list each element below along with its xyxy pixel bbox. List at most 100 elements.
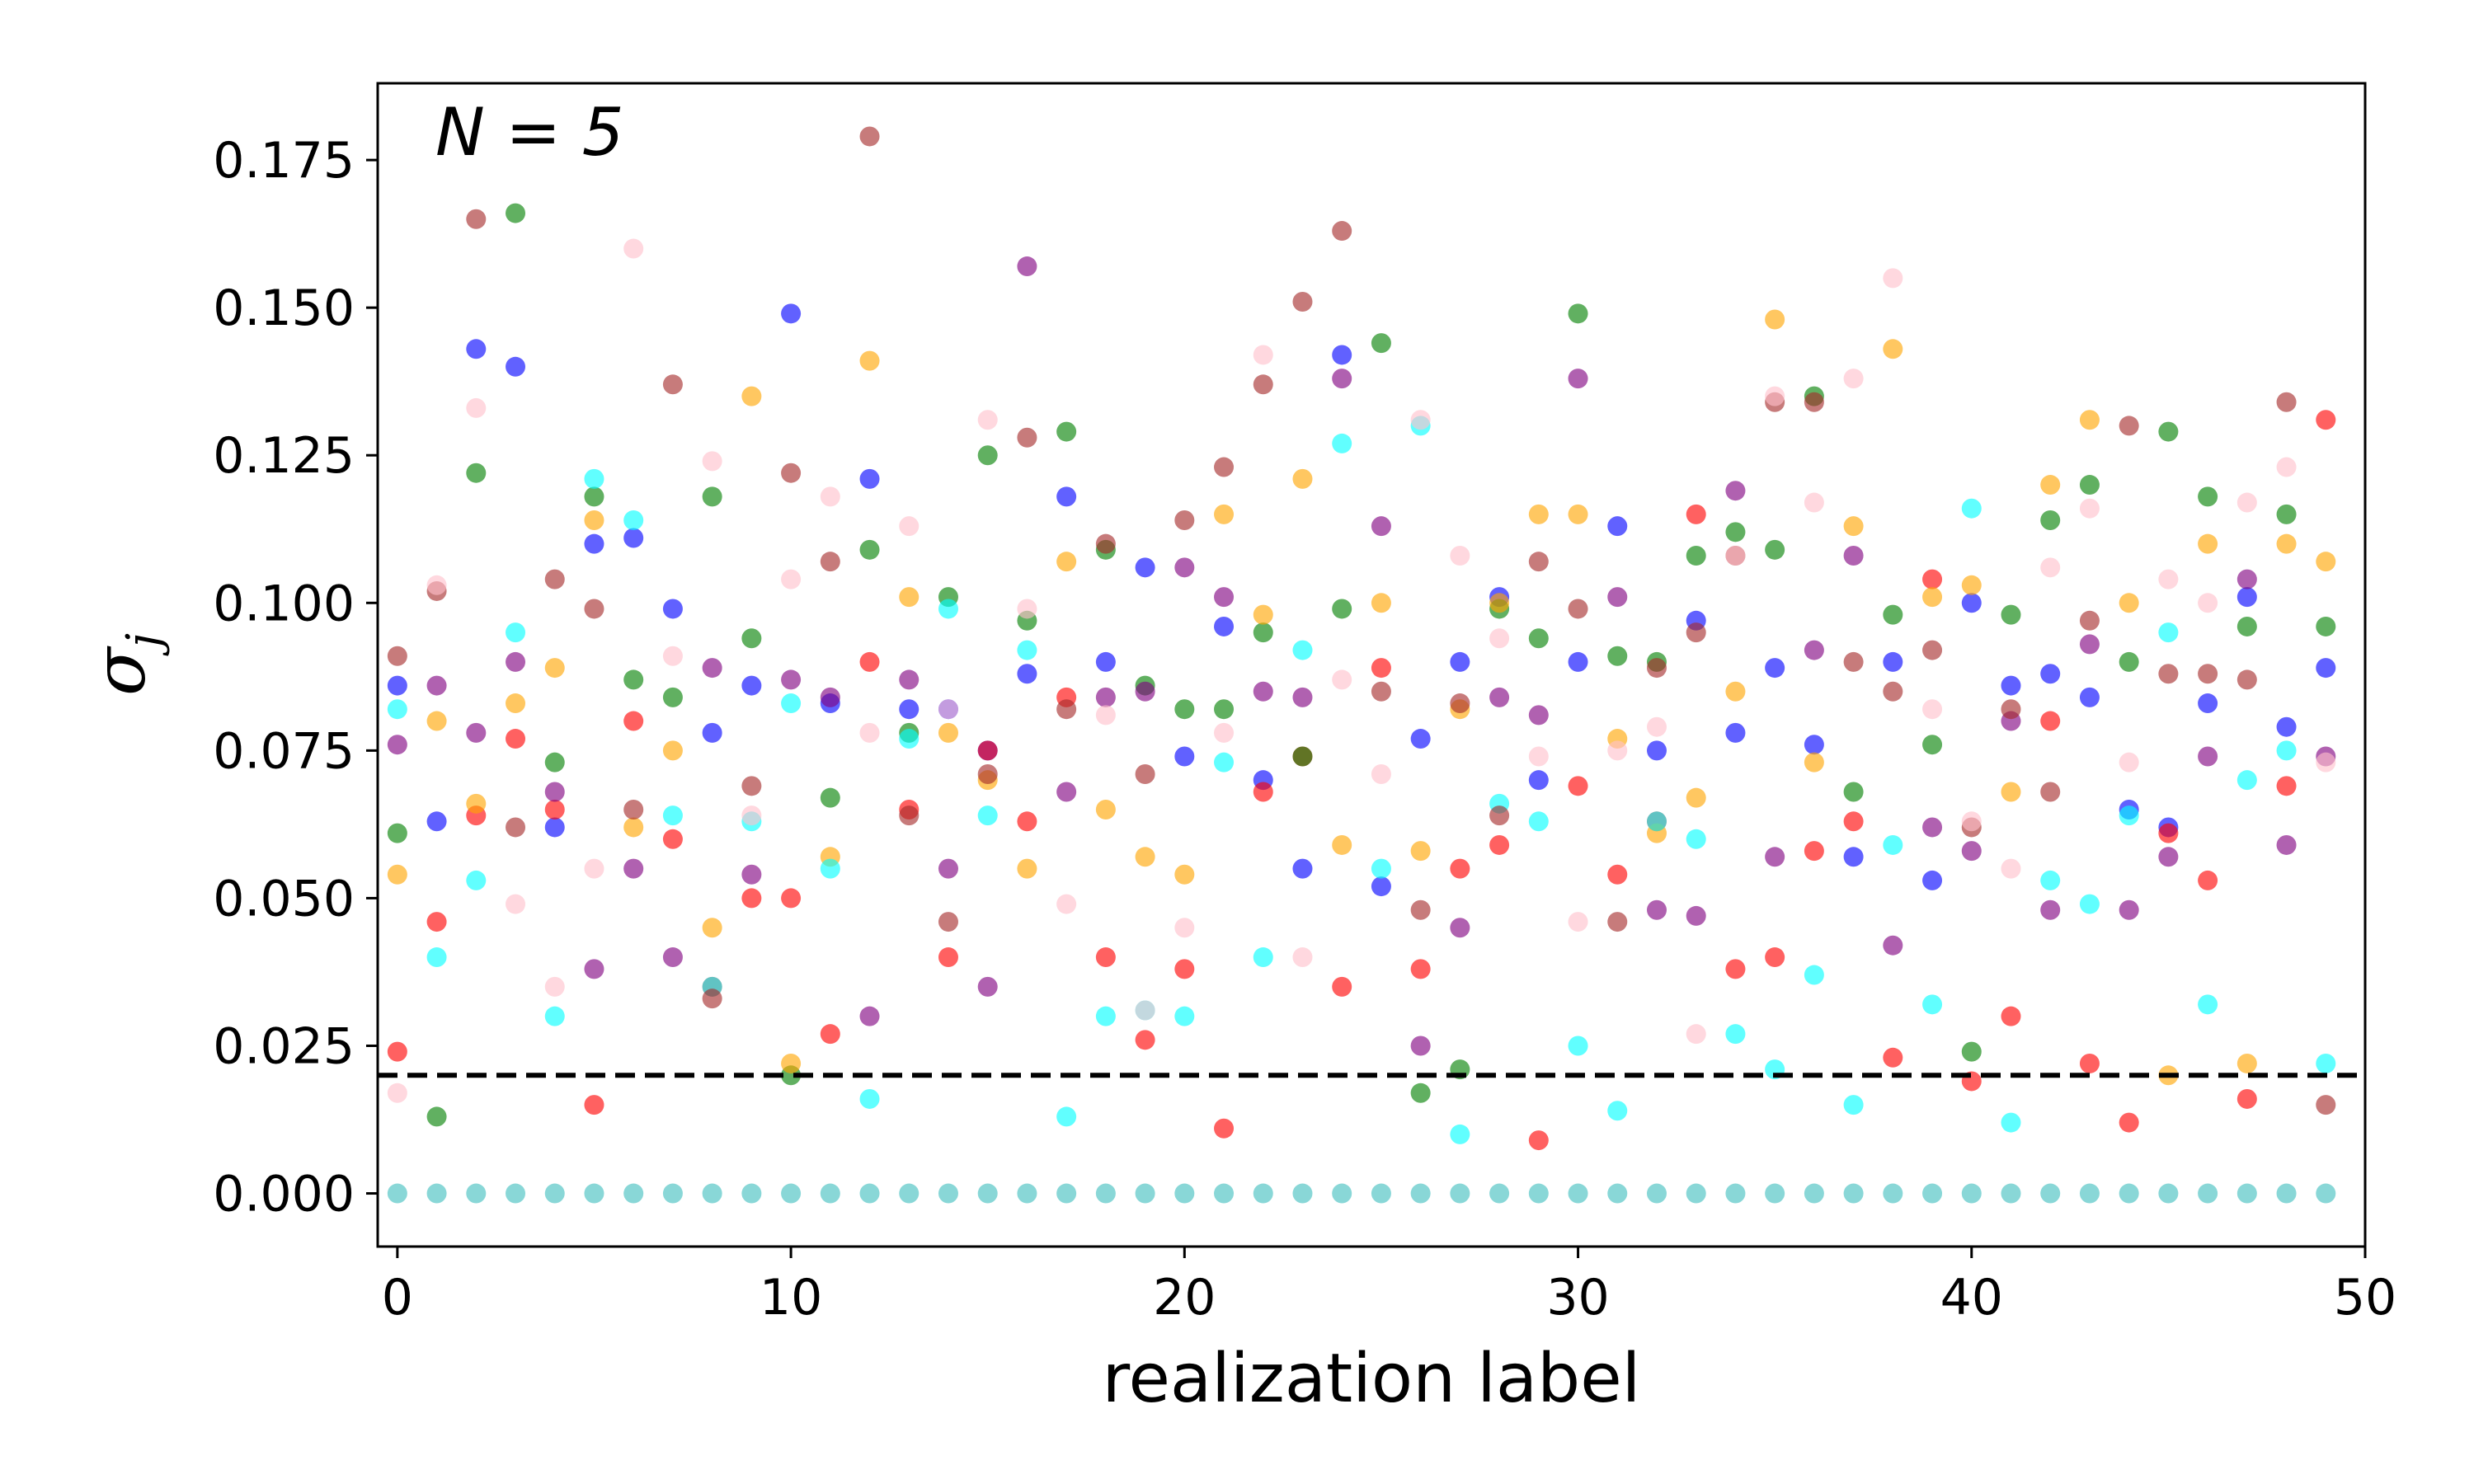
data-point-s7-x49 — [2316, 752, 2336, 773]
data-point-s6-x11 — [820, 552, 840, 572]
data-point-s8-x21 — [1214, 1183, 1235, 1204]
data-point-s1-x44 — [2119, 1112, 2139, 1133]
data-point-s6-x29 — [1528, 552, 1549, 572]
data-point-s5-x30 — [1568, 369, 1588, 389]
data-point-s8-x11 — [820, 1183, 840, 1204]
data-point-s6-x18 — [1095, 533, 1116, 554]
data-point-s8-x19 — [1135, 1183, 1155, 1204]
data-point-s6-x0 — [387, 646, 407, 666]
data-point-s2-x48 — [2276, 504, 2297, 524]
data-point-s4-x34 — [1725, 1024, 1746, 1045]
data-point-s8-x38 — [1883, 1183, 1903, 1204]
data-point-s0-x29 — [1528, 770, 1549, 791]
data-point-s3-x36 — [1804, 752, 1824, 773]
data-point-s3-x30 — [1568, 504, 1588, 524]
data-point-s1-x9 — [741, 888, 762, 909]
data-point-s2-x37 — [1843, 782, 1864, 802]
data-point-s2-x29 — [1528, 628, 1549, 649]
data-point-s4-x37 — [1843, 1095, 1864, 1115]
data-point-s0-x20 — [1174, 746, 1195, 767]
data-point-s3-x33 — [1686, 787, 1706, 808]
x-tick-label-30: 30 — [1546, 1269, 1609, 1327]
data-point-s8-x12 — [859, 1183, 880, 1204]
y-tick-label-7: 0.175 — [213, 132, 355, 190]
x-axis-label: realization label — [1103, 1340, 1641, 1418]
data-point-s4-x33 — [1686, 829, 1706, 849]
data-point-s2-x40 — [1961, 1041, 1982, 1062]
y-tick-label-1: 0.025 — [213, 1017, 355, 1075]
data-point-s1-x16 — [1017, 811, 1037, 832]
data-point-s2-x41 — [2001, 604, 2021, 625]
y-tick-label-6: 0.150 — [213, 279, 355, 337]
data-point-s7-x4 — [544, 976, 565, 997]
data-point-s1-x41 — [2001, 1006, 2021, 1026]
data-point-s6-x22 — [1253, 374, 1273, 395]
data-point-s1-x46 — [2198, 870, 2218, 890]
data-point-s8-x5 — [584, 1183, 604, 1204]
data-point-s3-x34 — [1725, 681, 1746, 702]
data-point-s1-x15 — [977, 740, 998, 761]
data-point-s5-x17 — [1056, 782, 1077, 802]
data-point-s8-x36 — [1804, 1183, 1824, 1204]
data-point-s4-x46 — [2198, 994, 2218, 1015]
data-point-s1-x31 — [1607, 864, 1628, 885]
data-point-s6-x32 — [1646, 658, 1667, 679]
data-point-s1-x6 — [623, 711, 644, 731]
data-point-s8-x45 — [2158, 1183, 2179, 1204]
data-point-s0-x34 — [1725, 722, 1746, 743]
data-point-s7-x31 — [1607, 740, 1628, 761]
data-point-s4-x41 — [2001, 1112, 2021, 1133]
data-point-s0-x13 — [899, 699, 920, 720]
data-point-s5-x43 — [2079, 634, 2100, 655]
data-point-s2-x26 — [1410, 1082, 1431, 1103]
plot-frame — [376, 82, 2367, 1248]
data-point-s8-x9 — [741, 1183, 762, 1204]
data-point-s6-x27 — [1450, 693, 1470, 714]
data-point-s2-x11 — [820, 787, 840, 808]
data-point-s8-x24 — [1332, 1183, 1352, 1204]
data-point-s8-x41 — [2001, 1183, 2021, 1204]
data-point-s3-x0 — [387, 864, 407, 885]
data-point-s7-x30 — [1568, 912, 1588, 932]
data-point-s8-x34 — [1725, 1183, 1746, 1204]
data-point-s5-x35 — [1765, 847, 1785, 867]
data-point-s8-x20 — [1174, 1183, 1195, 1204]
data-point-s6-x8 — [702, 989, 722, 1009]
data-point-s2-x5 — [584, 486, 604, 507]
data-point-s2-x47 — [2236, 616, 2257, 636]
data-point-s7-x2 — [466, 397, 487, 418]
data-point-s2-x17 — [1056, 421, 1077, 442]
data-point-s0-x42 — [2040, 664, 2061, 684]
data-point-s3-x26 — [1410, 841, 1431, 862]
data-point-s6-x39 — [1922, 640, 1943, 660]
data-point-s0-x1 — [426, 811, 447, 832]
data-point-s0-x19 — [1135, 557, 1155, 578]
data-point-s1-x26 — [1410, 959, 1431, 979]
data-point-s6-x28 — [1489, 805, 1510, 826]
data-point-s5-x39 — [1922, 817, 1943, 838]
data-point-s4-x12 — [859, 1088, 880, 1109]
data-point-s7-x33 — [1686, 1024, 1706, 1045]
data-point-s8-x40 — [1961, 1183, 1982, 1204]
data-point-s7-x36 — [1804, 492, 1824, 513]
data-point-s5-x40 — [1961, 841, 1982, 862]
data-point-s5-x2 — [466, 722, 487, 743]
data-point-s5-x36 — [1804, 640, 1824, 660]
data-point-s2-x21 — [1214, 699, 1235, 720]
data-point-s4-x39 — [1922, 994, 1943, 1015]
data-point-s5-x5 — [584, 959, 604, 979]
data-point-s1-x12 — [859, 651, 880, 672]
data-point-s3-x41 — [2001, 782, 2021, 802]
data-point-s3-x1 — [426, 711, 447, 731]
data-point-s3-x47 — [2236, 1053, 2257, 1073]
data-point-s8-x32 — [1646, 1183, 1667, 1204]
data-point-s2-x2 — [466, 463, 487, 483]
data-point-s7-x19 — [1135, 1000, 1155, 1021]
data-point-s6-x46 — [2198, 664, 2218, 684]
data-point-s0-x46 — [2198, 693, 2218, 714]
data-point-s4-x13 — [899, 729, 920, 749]
data-point-s6-x17 — [1056, 699, 1077, 720]
data-point-s8-x49 — [2316, 1183, 2336, 1204]
data-point-s2-x46 — [2198, 486, 2218, 507]
